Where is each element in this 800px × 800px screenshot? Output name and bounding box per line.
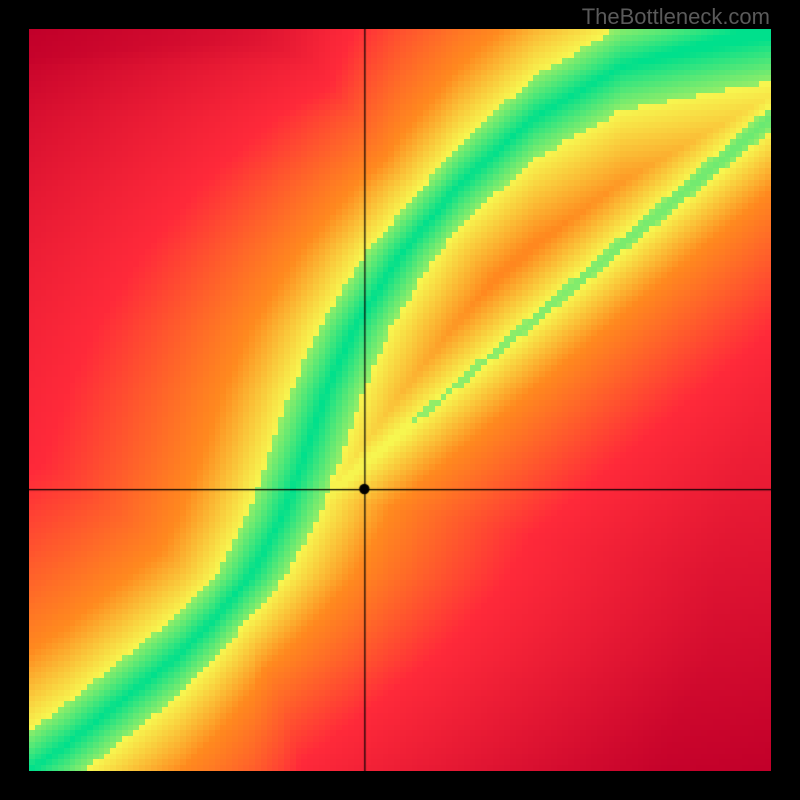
chart-container: TheBottleneck.com <box>0 0 800 800</box>
watermark-text: TheBottleneck.com <box>582 4 770 30</box>
heatmap-plot <box>29 29 771 771</box>
